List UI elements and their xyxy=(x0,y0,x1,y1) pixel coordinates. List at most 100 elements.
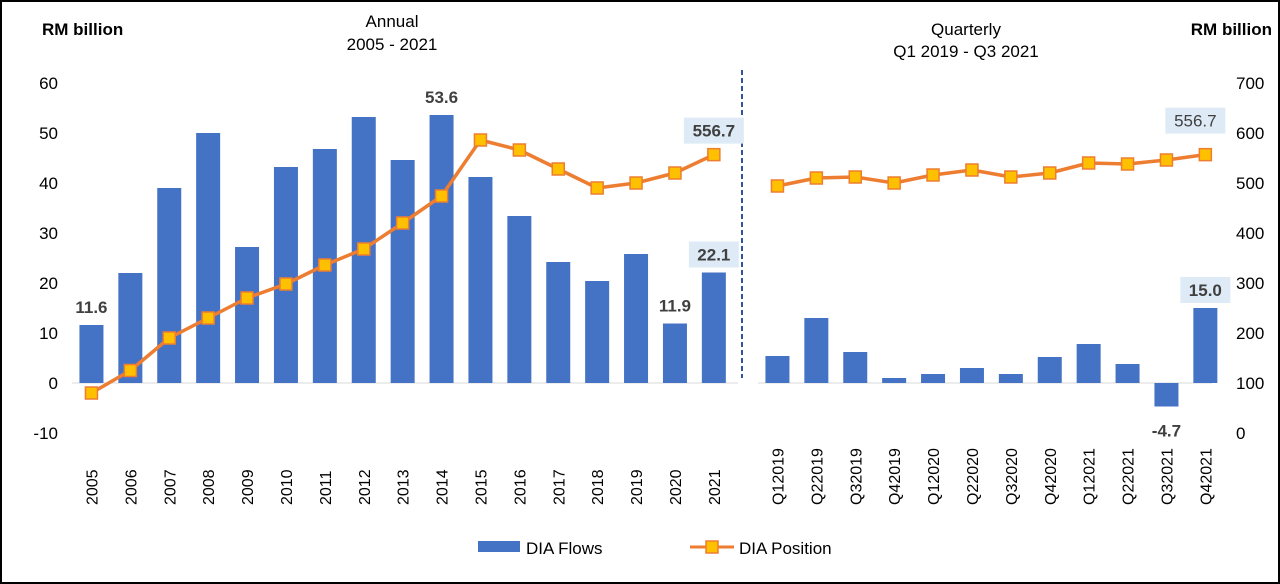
x-tick-label: 2013 xyxy=(396,469,413,505)
x-tick-label: Q42021 xyxy=(1198,448,1215,505)
x-tick-label: 2007 xyxy=(162,469,179,505)
flow-bar xyxy=(157,188,182,383)
annual-title-line1: Annual xyxy=(366,12,419,31)
position-line xyxy=(777,152,1206,188)
x-tick-label: 2010 xyxy=(279,469,296,505)
position-marker xyxy=(848,170,862,184)
flow-bar xyxy=(998,374,1023,383)
quarterly-title-line1: Quarterly xyxy=(931,20,1001,39)
flow-bar xyxy=(921,374,946,383)
x-tick-label: 2012 xyxy=(357,469,374,505)
position-marker xyxy=(395,216,410,230)
position-marker xyxy=(84,386,99,400)
x-tick-label: Q32020 xyxy=(1004,448,1021,505)
left-tick-label: 10 xyxy=(39,324,58,343)
flow-bar xyxy=(882,378,907,383)
position-marker xyxy=(434,189,449,203)
legend-label-flows: DIA Flows xyxy=(526,539,603,558)
left-tick-label: 40 xyxy=(39,174,58,193)
flow-bar xyxy=(843,352,868,383)
data-label: 11.9 xyxy=(659,297,691,316)
position-marker xyxy=(668,166,682,180)
position-marker xyxy=(590,181,604,195)
right-tick-label: 0 xyxy=(1236,424,1245,443)
position-marker xyxy=(1198,147,1213,162)
x-tick-label: 2017 xyxy=(551,469,568,505)
data-label-box xyxy=(683,117,744,144)
x-tick-label: 2019 xyxy=(629,469,646,505)
position-marker xyxy=(473,133,488,147)
right-tick-label: 700 xyxy=(1236,74,1264,93)
right-tick-label: 500 xyxy=(1236,174,1264,193)
position-marker xyxy=(279,277,293,291)
position-marker xyxy=(1043,166,1057,180)
x-tick-label: 2016 xyxy=(512,469,529,505)
data-label: 11.6 xyxy=(75,298,107,317)
data-label: 53.6 xyxy=(425,88,458,107)
position-marker xyxy=(162,331,176,345)
flow-bar xyxy=(1076,344,1101,383)
position-marker xyxy=(201,311,215,325)
flow-bar xyxy=(585,281,610,383)
position-marker xyxy=(240,291,254,305)
flow-bar xyxy=(624,254,649,383)
x-tick-label: Q42019 xyxy=(887,448,904,505)
position-marker xyxy=(1081,156,1096,170)
x-tick-label: 2009 xyxy=(240,469,257,505)
x-tick-label: Q12019 xyxy=(770,448,787,505)
flow-bar xyxy=(765,356,790,383)
data-label-box xyxy=(688,241,739,268)
flow-bar xyxy=(662,323,687,383)
data-label: 22.1 xyxy=(697,246,730,265)
x-tick-label: 2018 xyxy=(590,469,607,505)
position-marker xyxy=(1120,157,1135,171)
flow-bar xyxy=(1115,364,1140,383)
data-labels: 11.6 53.6 11.9 22.1 556.7 -4.7 15.0 556.7 xyxy=(75,88,1231,441)
x-tick-label: 2021 xyxy=(707,469,724,505)
data-label: 556.7 xyxy=(693,122,736,141)
x-tick-label: 2005 xyxy=(84,469,101,505)
left-tick-label: 50 xyxy=(39,124,58,143)
position-marker xyxy=(1004,170,1018,184)
left-tick-label: 60 xyxy=(39,74,58,93)
flow-bar xyxy=(507,216,532,383)
flow-bar xyxy=(1037,357,1062,383)
right-axis-ticks: 700 600 500 400 300 200 100 0 xyxy=(1236,74,1264,443)
flow-bar xyxy=(546,262,571,383)
legend-label-position: DIA Position xyxy=(739,539,832,558)
left-tick-label: 20 xyxy=(39,274,58,293)
flow-bar xyxy=(235,247,260,383)
right-tick-label: 300 xyxy=(1236,274,1264,293)
position-marker xyxy=(318,258,332,272)
flow-bar xyxy=(468,177,493,383)
legend-marker-swatch xyxy=(705,540,719,554)
position-marker xyxy=(707,147,721,162)
x-tick-label: 2011 xyxy=(318,470,335,505)
right-tick-label: 200 xyxy=(1236,324,1264,343)
plot-area xyxy=(72,115,1218,407)
x-tick-label: 2006 xyxy=(123,469,140,505)
x-tick-label: 2008 xyxy=(201,469,218,505)
quarterly-title-line2: Q1 2019 - Q3 2021 xyxy=(893,42,1039,61)
x-tick-label: Q22019 xyxy=(809,448,826,505)
left-tick-label: -10 xyxy=(33,424,58,443)
data-label: 15.0 xyxy=(1189,281,1222,300)
flow-bar xyxy=(273,167,298,383)
x-tick-label: Q12020 xyxy=(926,448,943,505)
x-tick-label: Q32021 xyxy=(1159,448,1176,505)
flow-bar xyxy=(1154,383,1179,407)
flow-bar xyxy=(959,368,984,383)
x-tick-label: Q32019 xyxy=(848,448,865,505)
flow-bar xyxy=(804,318,829,383)
x-tick-label: Q42020 xyxy=(1043,448,1060,505)
position-marker xyxy=(887,176,901,190)
position-marker xyxy=(770,179,785,193)
left-tick-label: 0 xyxy=(49,374,58,393)
flow-bar xyxy=(429,115,454,383)
right-axis-title: RM billion xyxy=(1191,20,1272,39)
legend-bar-swatch xyxy=(478,541,520,552)
x-tick-label: 2015 xyxy=(473,469,490,505)
position-marker xyxy=(357,242,371,256)
flow-bar xyxy=(79,325,104,383)
